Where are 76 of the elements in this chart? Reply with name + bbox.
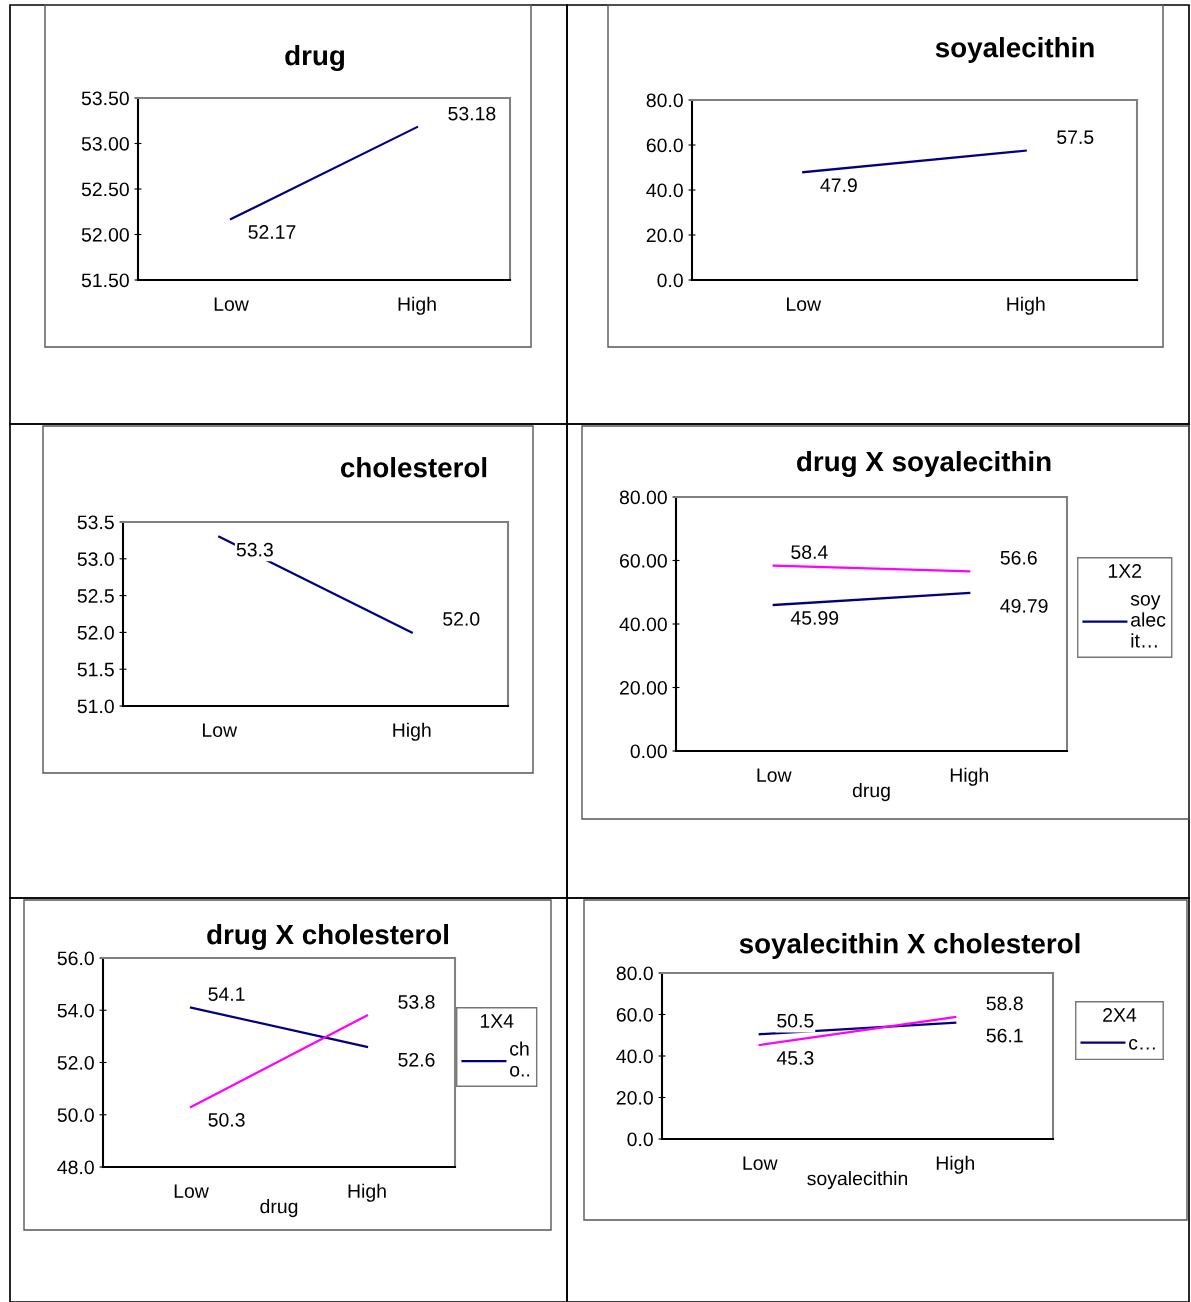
chart-title: drug xyxy=(285,44,344,72)
x-tick-label: High xyxy=(950,767,988,786)
x-tick-label: Low xyxy=(203,723,238,737)
data-label: 52.17 xyxy=(248,225,296,239)
y-tick-label: 51.50 xyxy=(81,273,129,288)
data-label: 45.99 xyxy=(790,611,839,625)
legend-label: soy alec it… xyxy=(1130,595,1166,648)
y-tick-label: 53.00 xyxy=(81,136,129,151)
data-label: 53.8 xyxy=(398,995,435,1009)
y-tick-label: 20.0 xyxy=(616,1090,653,1105)
data-label: 47.9 xyxy=(820,178,857,193)
legend-title: 1X4 xyxy=(480,1014,514,1028)
y-tick-label: 0.0 xyxy=(657,273,683,288)
x-tick-label: Low xyxy=(743,1156,778,1170)
x-tick-label: Low xyxy=(214,297,249,311)
x-axis-title: drug xyxy=(260,1199,298,1218)
chart-title: cholesterol xyxy=(340,457,487,478)
data-label: 50.3 xyxy=(208,1112,245,1127)
y-tick-label: 53.0 xyxy=(77,552,114,567)
x-tick-label: High xyxy=(348,1183,386,1202)
legend-title: 2X4 xyxy=(1103,1008,1137,1022)
chart-title: soyalecithin X cholesterol xyxy=(739,933,1080,959)
data-label: 50.5 xyxy=(777,1013,814,1028)
x-tick-label: High xyxy=(398,296,436,315)
data-label: 49.79 xyxy=(1000,598,1048,613)
x-tick-label: High xyxy=(936,1155,974,1174)
data-label: 56.6 xyxy=(1000,550,1037,565)
data-label: 58.8 xyxy=(986,996,1023,1011)
y-tick-label: 20.00 xyxy=(619,680,667,695)
x-tick-label: Low xyxy=(174,1184,209,1198)
x-tick-label: Low xyxy=(757,768,792,782)
y-tick-label: 48.0 xyxy=(57,1160,94,1175)
y-tick-label: 52.50 xyxy=(81,182,129,197)
data-label: 58.4 xyxy=(791,545,828,559)
data-label: 53.18 xyxy=(448,106,496,121)
x-axis-title: soyalecithin xyxy=(807,1171,908,1190)
x-axis-title: drug xyxy=(852,783,890,802)
y-tick-label: 0.00 xyxy=(630,744,667,759)
data-label: 45.3 xyxy=(776,1051,814,1065)
y-tick-label: 53.5 xyxy=(77,515,114,530)
y-tick-label: 80.00 xyxy=(619,490,667,505)
y-tick-label: 60.0 xyxy=(616,1007,653,1022)
y-tick-label: 40.0 xyxy=(646,183,683,198)
y-tick-label: 80.0 xyxy=(646,93,683,108)
x-tick-label: High xyxy=(1007,296,1045,315)
y-tick-label: 54.0 xyxy=(57,1003,94,1018)
y-tick-label: 56.0 xyxy=(57,951,94,966)
y-tick-label: 50.0 xyxy=(57,1108,94,1122)
y-tick-label: 52.00 xyxy=(81,227,129,242)
legend-label: c… xyxy=(1129,1039,1155,1050)
data-label: 52.6 xyxy=(398,1052,435,1067)
data-label: 53.3 xyxy=(236,542,273,557)
y-tick-label: 60.00 xyxy=(620,553,667,568)
x-tick-label: Low xyxy=(787,297,822,311)
y-tick-label: 0.0 xyxy=(627,1132,653,1147)
data-label: 52.0 xyxy=(443,612,480,626)
y-tick-label: 40.00 xyxy=(619,617,667,632)
y-tick-label: 52.5 xyxy=(77,589,114,603)
x-tick-label: High xyxy=(393,722,431,741)
y-tick-label: 52.0 xyxy=(77,625,114,640)
y-tick-label: 52.0 xyxy=(57,1055,94,1070)
y-tick-label: 51.5 xyxy=(77,662,114,677)
legend-label: ch o.. xyxy=(510,1041,530,1077)
legend-title: 1X2 xyxy=(1108,564,1142,578)
y-tick-label: 60.0 xyxy=(646,138,683,153)
chart-title: soyalecithin xyxy=(935,37,1094,63)
chart-title: drug X soyalecithin xyxy=(797,450,1051,478)
y-tick-label: 51.0 xyxy=(77,699,114,714)
data-label: 56.1 xyxy=(986,1028,1023,1043)
y-tick-label: 53.50 xyxy=(81,91,129,106)
chart-title: drug X cholesterol xyxy=(207,923,448,951)
y-tick-label: 40.0 xyxy=(616,1049,653,1064)
data-label: 57.5 xyxy=(1057,130,1094,144)
y-tick-label: 20.0 xyxy=(646,228,683,243)
y-tick-label: 80.0 xyxy=(616,966,653,981)
data-label: 54.1 xyxy=(208,987,245,1002)
